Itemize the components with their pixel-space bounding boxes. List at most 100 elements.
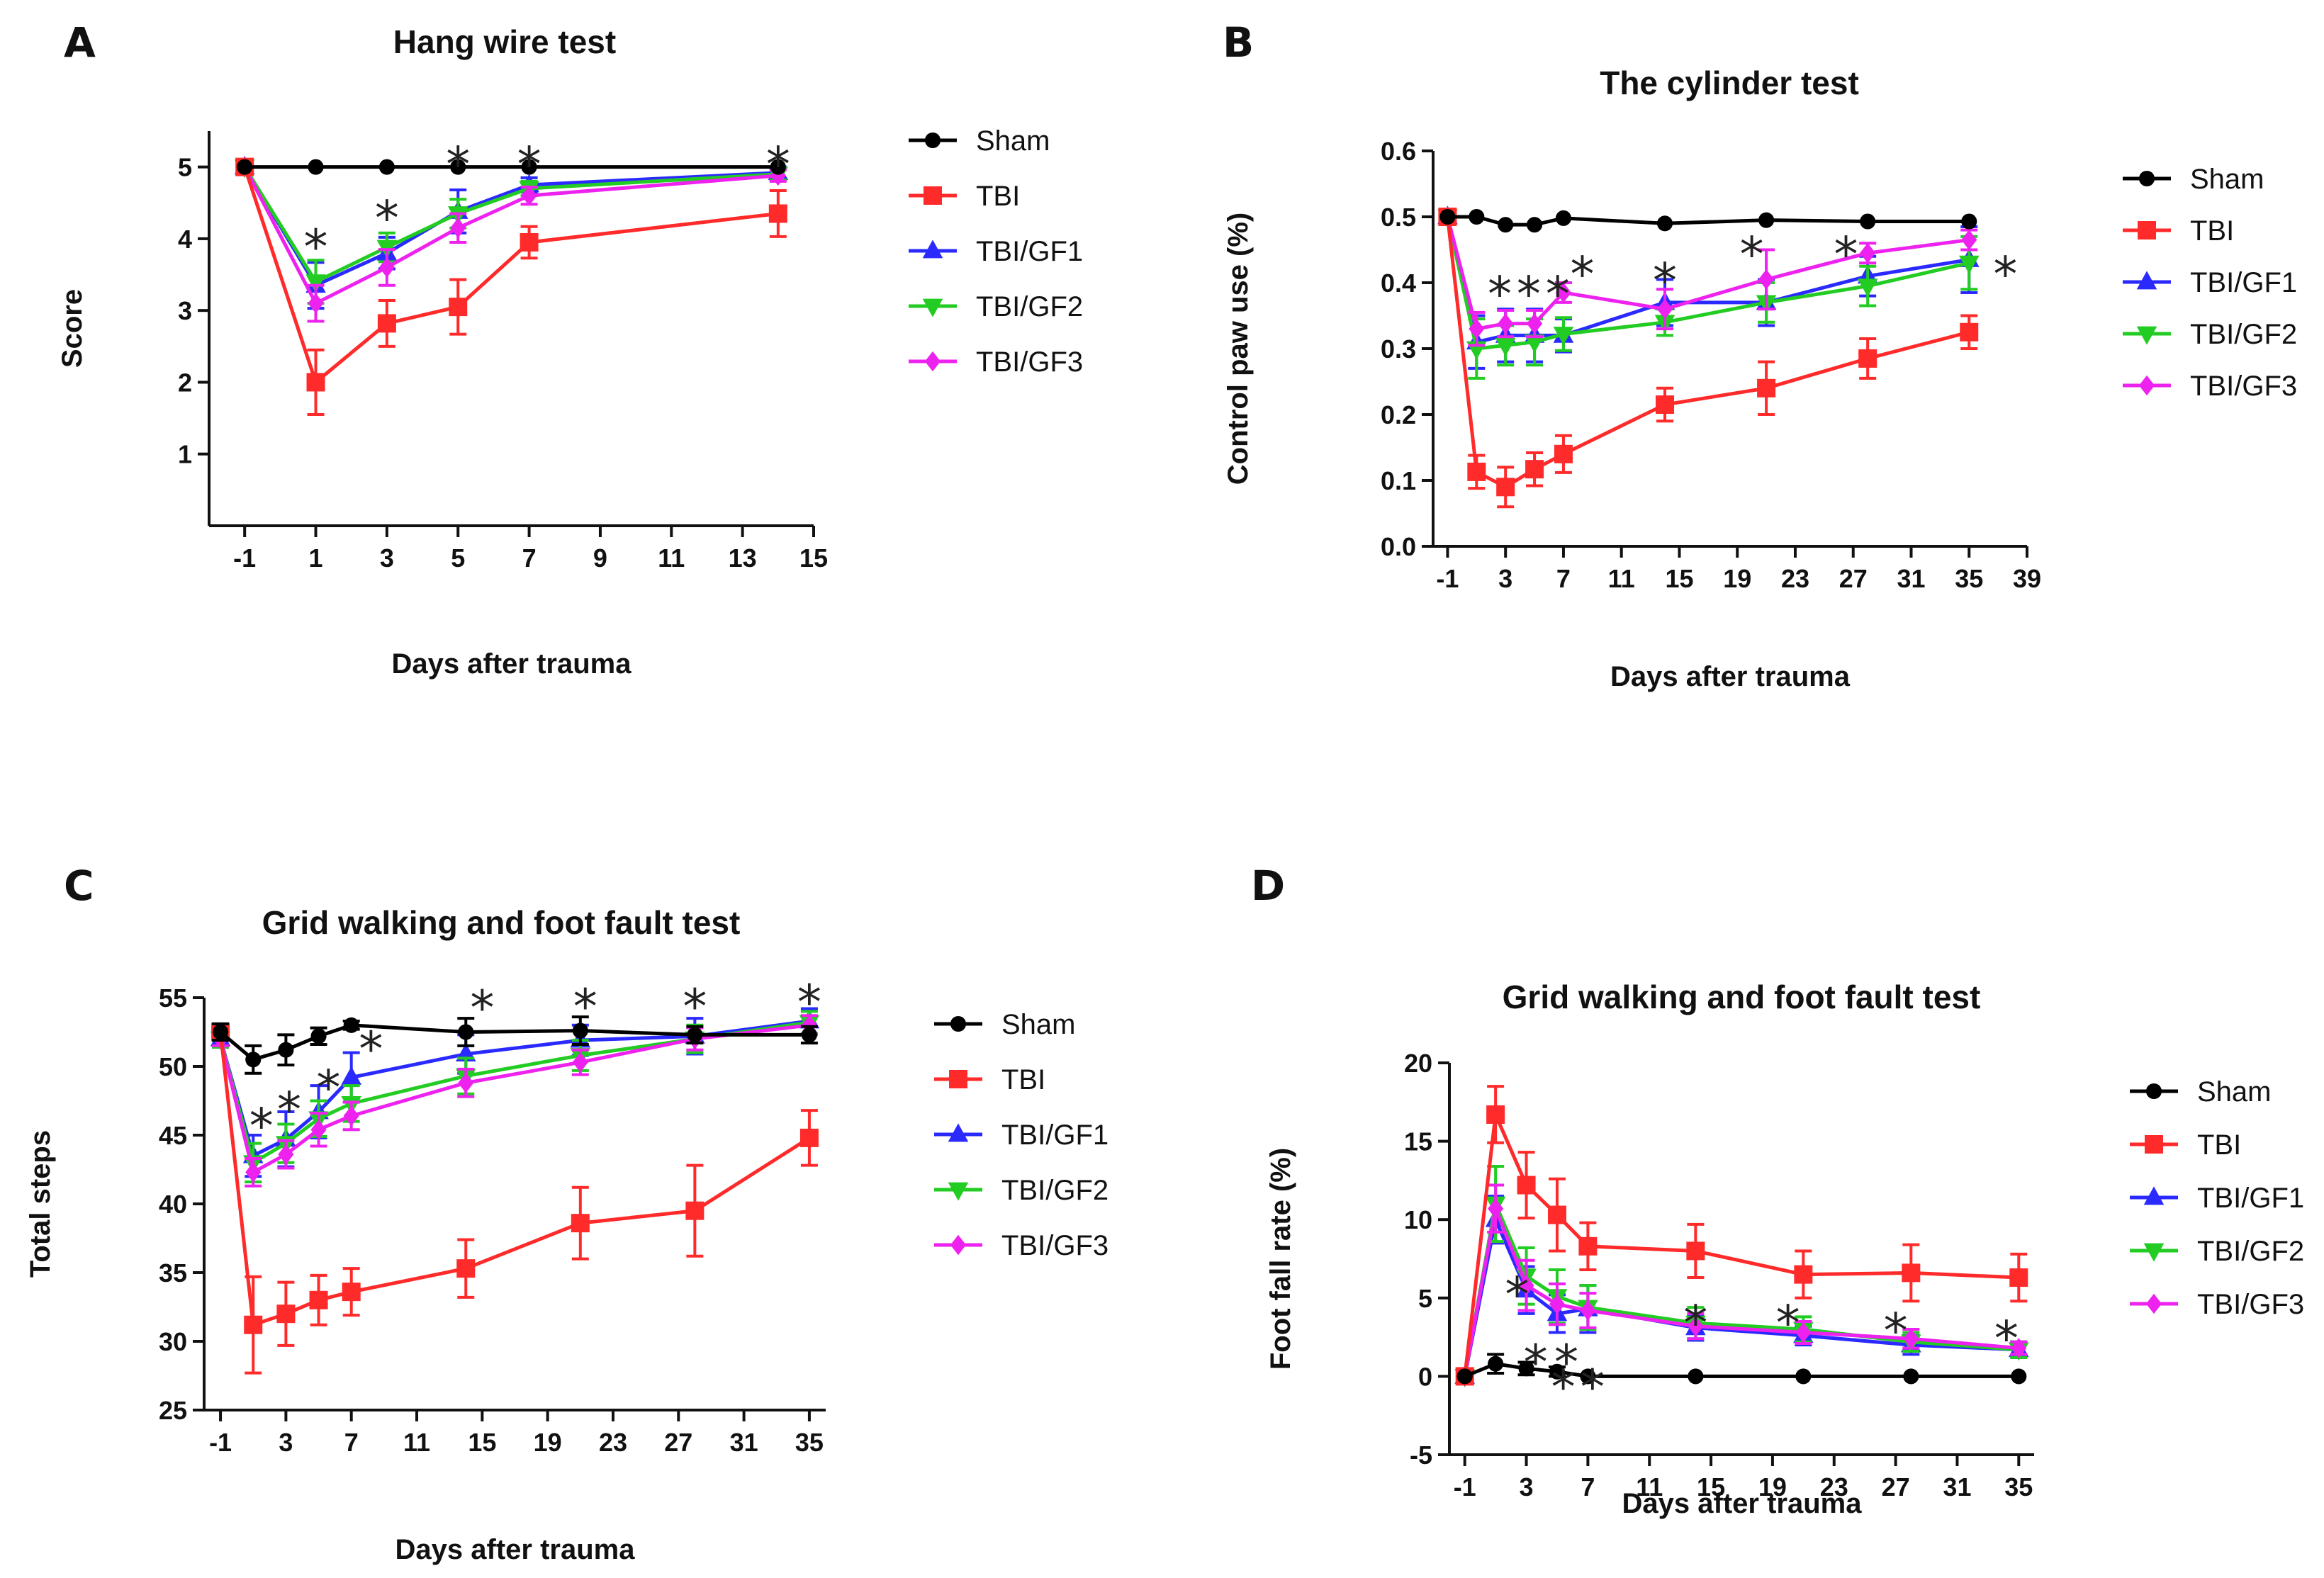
data-point [1960,322,1979,342]
data-point [244,1315,263,1334]
legend-label: Sham [976,125,1050,157]
x-tick-label: 1 [309,543,323,573]
data-point [1469,208,1485,225]
y-tick-label: 40 [159,1190,187,1219]
x-tick-label: 7 [344,1428,359,1457]
legend-marker [924,351,941,372]
x-tick-label: 19 [1758,1472,1787,1501]
x-axis-label: Days after trauma [395,1534,636,1565]
significance-asterisk: * [1834,227,1858,283]
legend-marker [2145,1083,2162,1100]
legend-marker [2138,221,2156,239]
x-tick-label: 3 [1498,564,1512,593]
legend-label: TBI/GF1 [976,236,1083,267]
x-tick-label: 7 [1581,1472,1595,1501]
legend-label: TBI/GF3 [2190,371,2297,402]
data-point [2011,1368,2027,1385]
y-tick-label: 0.3 [1381,334,1416,363]
data-point [456,1259,476,1278]
legend-marker [2143,1186,2165,1205]
legend-marker [950,1015,967,1032]
data-point [1580,1300,1596,1321]
data-point [1758,269,1775,290]
data-point [306,373,325,392]
data-point [1467,462,1486,481]
significance-asterisk: * [683,979,707,1035]
chart-title: Grid walking and foot fault test [262,904,741,941]
data-point [1686,1241,1705,1261]
x-tick-label: 7 [1556,564,1571,593]
x-axis-label: Days after trauma [392,648,632,680]
legend-label: TBI [1001,1064,1045,1095]
x-tick-label: 35 [1955,564,1983,593]
data-point [305,274,326,293]
data-point [770,159,786,175]
y-tick-label: 0.2 [1381,400,1416,429]
y-tick-label: 20 [1404,1049,1432,1078]
legend-label: TBI/GF2 [976,291,1083,322]
legend-marker [948,1182,969,1201]
significance-asterisk: * [1524,1335,1548,1391]
significance-asterisk: * [517,137,541,193]
significance-asterisk: * [1554,1335,1578,1391]
data-point [572,1022,588,1039]
x-tick-label: 11 [1608,564,1635,593]
data-point [571,1214,590,1233]
significance-asterisk: * [1884,1304,1908,1360]
panel-letter: B [1223,18,1254,67]
data-point [1555,210,1572,226]
y-tick-label: 0 [1418,1362,1432,1391]
x-tick-label: 31 [1897,564,1925,593]
data-point [458,1024,474,1040]
data-point [1547,1205,1566,1224]
y-tick-label: 4 [178,225,192,254]
legend-label: TBI/GF3 [2197,1289,2304,1320]
series-line [1464,1362,2019,1378]
y-tick-label: 10 [1404,1205,1432,1234]
legend-label: TBI/GF3 [976,346,1083,378]
significance-asterisk: * [470,981,494,1037]
series-sham [237,159,786,175]
x-tick-label: 15 [468,1428,496,1457]
significance-asterisk: * [1993,247,2017,303]
panel-letter: D [1251,862,1285,910]
chart-title: Grid walking and foot fault test [1503,979,1981,1015]
legend-marker [924,186,942,205]
series-line [1447,215,1970,227]
data-point [1958,255,1980,274]
y-tick-label: 50 [159,1052,187,1081]
series-tbi [1438,208,1979,509]
series-line [242,166,779,306]
y-tick-label: 0.6 [1381,137,1416,166]
data-point [768,204,787,223]
series-sham [1439,208,1977,233]
significance-asterisk: * [1776,1296,1800,1352]
legend-marker [2138,375,2155,396]
data-point [1758,212,1775,228]
significance-asterisk: * [359,1022,383,1078]
x-tick-label: -1 [1436,564,1459,593]
x-tick-label: 27 [1882,1472,1910,1501]
x-tick-label: 9 [593,543,607,573]
series-line [1463,1202,2019,1377]
data-point [1795,1322,1812,1343]
legend-label: Sham [2190,164,2264,195]
x-tick-label: -1 [233,543,256,573]
legend-marker [2136,271,2157,290]
legend-marker [2145,1135,2163,1154]
data-point [378,159,395,175]
x-axis-label: Days after trauma [1622,1488,1863,1519]
y-axis-label: Total steps [25,1130,56,1278]
chart-title: The cylinder test [1600,64,1859,101]
series-sham [212,1015,818,1075]
data-point [1518,1360,1534,1377]
data-point [310,1028,327,1044]
legend-marker [948,1123,969,1142]
y-axis-label: Score [57,289,88,368]
x-tick-label: 31 [1943,1472,1971,1501]
data-point [341,1066,362,1085]
data-point [276,1304,296,1324]
data-point [310,1119,327,1140]
data-point [1903,1368,1919,1385]
